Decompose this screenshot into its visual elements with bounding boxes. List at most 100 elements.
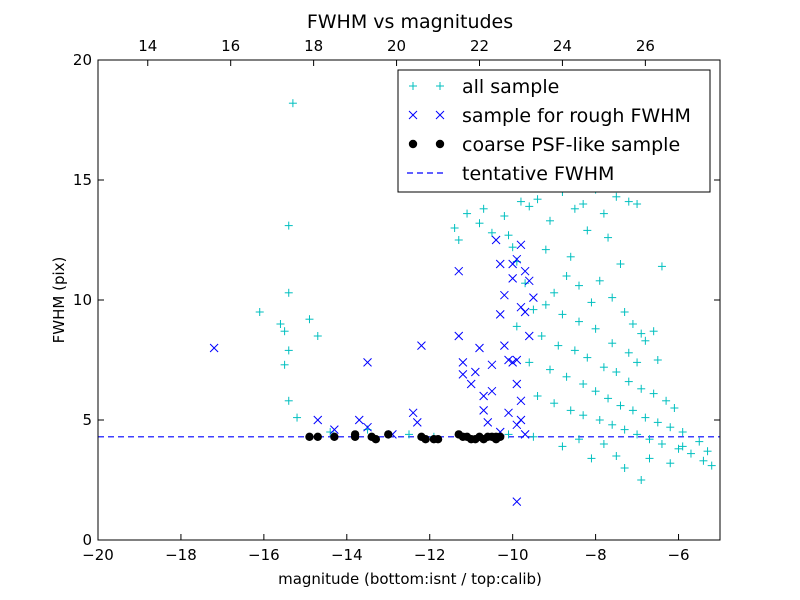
top-x-tick-label: 18 [304, 37, 323, 55]
rough-fwhm-point [520, 307, 530, 317]
all-sample-point [550, 288, 559, 297]
legend-entry: tentative FWHM [407, 163, 614, 185]
rough-fwhm-point [529, 293, 538, 302]
top-x-tick-label: 16 [221, 37, 240, 55]
x-tick-label: −6 [667, 546, 689, 564]
psf-like-point [305, 432, 314, 441]
all-sample-point [633, 200, 642, 208]
all-sample-point [533, 195, 542, 204]
legend-marker [435, 110, 445, 120]
rough-fwhm-point [412, 418, 422, 427]
rough-fwhm-point [520, 430, 530, 439]
all-sample-point [288, 99, 297, 108]
rough-fwhm-point [495, 259, 505, 269]
all-sample-point [620, 308, 629, 316]
all-sample-point [575, 281, 584, 290]
all-sample-point [649, 389, 658, 398]
legend-label: coarse PSF-like sample [462, 134, 680, 156]
rough-fwhm-point [491, 235, 501, 245]
all-sample-point [645, 454, 654, 463]
rough-fwhm-point [479, 406, 488, 415]
all-sample-point [703, 447, 712, 456]
all-sample-point [579, 200, 588, 208]
chart-title: FWHM vs magnitudes [307, 11, 513, 33]
legend-marker [435, 139, 445, 149]
all-sample-point [599, 363, 608, 372]
legend-entries: all sample sample for rough FWHM coarse PS… [407, 76, 691, 185]
rough-fwhm-point [516, 240, 526, 250]
rough-fwhm-point [209, 343, 219, 353]
top-x-tick-label: 26 [636, 37, 655, 55]
x-tick-label: −10 [497, 546, 529, 564]
all-sample-point [612, 452, 621, 460]
all-sample-point [562, 372, 571, 381]
rough-fwhm-point [512, 254, 522, 264]
plot-data [98, 99, 720, 506]
all-sample-point [645, 435, 654, 444]
all-sample-point [313, 332, 322, 340]
psf-like-point [384, 430, 393, 439]
y-tick-label: 0 [82, 531, 92, 549]
all-sample-point [604, 394, 613, 403]
psf-like-point [421, 435, 430, 444]
all-sample-point [276, 320, 285, 328]
rough-fwhm-point [363, 358, 372, 367]
all-sample-point [521, 279, 530, 288]
all-sample-point [612, 368, 621, 376]
all-sample-point [545, 365, 554, 374]
all-sample-point [255, 308, 264, 316]
all-sample-point [566, 406, 575, 415]
x-tick-label: −18 [165, 546, 197, 564]
legend-marker [409, 82, 417, 90]
all-sample-point [641, 336, 650, 345]
legend-marker [408, 139, 418, 149]
all-sample-point [475, 219, 484, 228]
all-sample-point [579, 380, 588, 388]
all-sample-point [628, 406, 637, 415]
legend-label: tentative FWHM [462, 163, 614, 185]
all-sample-point [284, 346, 293, 355]
all-sample-point [504, 231, 513, 240]
all-sample-point [575, 435, 584, 444]
rough-fwhm-point [354, 415, 364, 425]
rough-fwhm-point [417, 341, 426, 350]
rough-fwhm-point [483, 418, 493, 427]
all-sample-point [562, 272, 571, 280]
legend-label: sample for rough FWHM [462, 105, 691, 127]
all-sample-point [579, 411, 588, 420]
rough-fwhm-point [512, 420, 522, 430]
psf-like-point [313, 432, 322, 441]
all-sample-point [500, 212, 509, 220]
x-tick-label: −16 [248, 546, 280, 564]
all-sample-point [479, 204, 488, 213]
all-sample-point [608, 420, 617, 429]
x-tick-label: −20 [82, 546, 114, 564]
all-sample-point [570, 346, 579, 355]
legend: all sample sample for rough FWHM coarse PS… [397, 69, 711, 193]
all-sample-point [599, 440, 608, 448]
all-sample-point [616, 401, 625, 410]
all-sample-point [599, 209, 608, 218]
all-sample-point [678, 428, 687, 436]
all-sample-point [612, 192, 621, 201]
all-sample-point [405, 430, 413, 439]
all-sample-point [587, 454, 596, 463]
rough-fwhm-point [454, 331, 464, 341]
psf-like-point [350, 430, 360, 439]
all-sample-point [545, 216, 554, 225]
rough-fwhm-point [495, 310, 505, 319]
all-sample-point [516, 197, 525, 206]
all-sample-point [284, 396, 293, 405]
rough-fwhm-point [524, 331, 534, 341]
rough-fwhm-point [313, 415, 323, 425]
rough-fwhm-point [512, 497, 522, 506]
rough-fwhm-point [487, 386, 497, 396]
x-axis-label: magnitude (bottom:isnt / top:calib) [278, 570, 542, 588]
rough-fwhm-point [458, 370, 468, 379]
all-sample-point [608, 293, 617, 302]
all-sample-point [633, 430, 642, 439]
all-sample-point [533, 392, 542, 400]
rough-fwhm-point [458, 358, 468, 367]
rough-fwhm-point [500, 341, 509, 350]
all-sample-point [637, 476, 646, 484]
